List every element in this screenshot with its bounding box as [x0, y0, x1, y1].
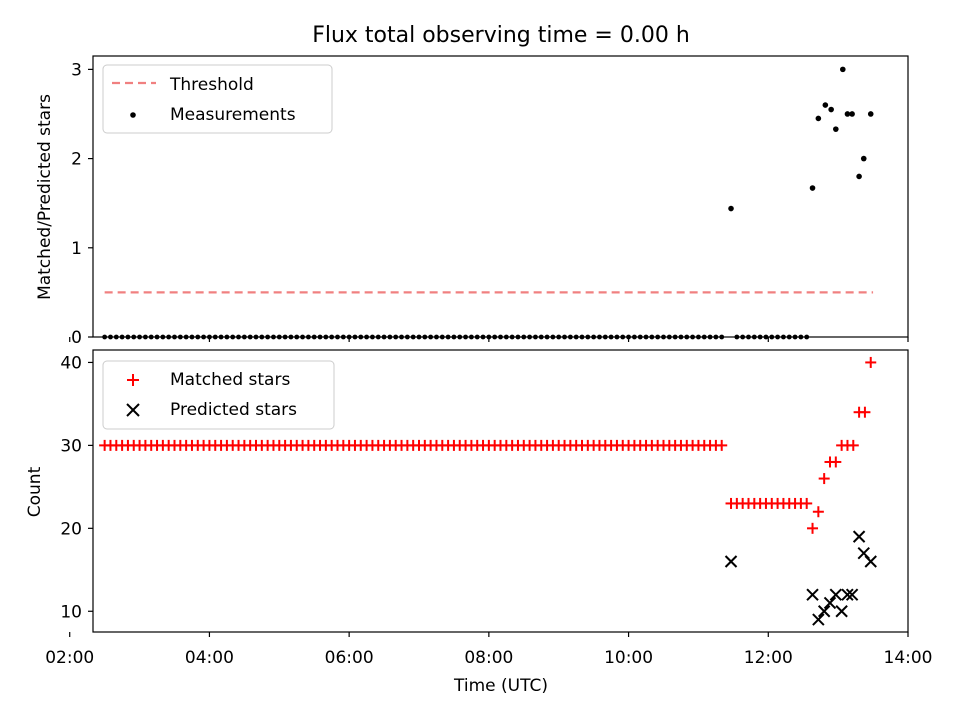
top-legend-box: [102, 64, 333, 134]
legend-measurements-swatch: [130, 112, 136, 118]
predicted-star-marker: [806, 588, 819, 601]
legend-predicted-swatch: [126, 403, 140, 417]
bottom-panel: 10 20 30 40 02:00 04:00 06:00 08:00 10:00 12:00 1…: [25, 349, 933, 696]
bottom-legend-box: [102, 360, 335, 430]
predicted-star-marker: [852, 530, 866, 543]
bottom-plot-area: [99, 356, 877, 626]
matched-star-marker: [801, 497, 813, 509]
top-y-tick-label: 3: [71, 60, 82, 80]
chart-title: Flux total observing time = 0.00 h: [312, 23, 690, 48]
measurement-point: [867, 111, 874, 117]
top-panel: 0 1 2 3 Matched/Predicted stars Threshold M…: [35, 55, 909, 348]
bottom-y-tick-label: 20: [60, 519, 82, 539]
top-legend: Threshold Measurements: [102, 64, 333, 134]
legend-measurements-label: Measurements: [170, 105, 296, 125]
matched-star-marker: [859, 406, 871, 418]
x-tick-label: 04:00: [185, 648, 234, 668]
x-tick-label: 08:00: [464, 648, 513, 668]
matched-star-marker: [807, 522, 819, 534]
measurement-point: [809, 185, 816, 191]
top-axes-frame: [92, 55, 909, 338]
legend-matched-label: Matched stars: [170, 370, 290, 390]
x-axis-label: Time (UTC): [453, 676, 548, 696]
matched-star-marker: [716, 439, 728, 451]
measurement-point: [828, 106, 834, 113]
measurement-point: [815, 115, 822, 122]
measurement-point: [833, 126, 839, 132]
predicted-star-marker: [864, 555, 877, 568]
predicted-star-marker: [724, 555, 738, 568]
measurement-point: [728, 205, 734, 212]
bottom-x-axis: 02:00 04:00 06:00 08:00 10:00 12:00 14:00: [45, 632, 933, 668]
top-y-tick-label: 0: [71, 328, 82, 348]
legend-threshold-label: Threshold: [169, 75, 254, 95]
top-y-tick-label: 2: [71, 150, 82, 170]
measurement-point: [822, 102, 829, 108]
matched-star-marker: [847, 439, 859, 451]
bottom-y-tick-label: 30: [60, 436, 82, 456]
legend-predicted-label: Predicted stars: [170, 400, 297, 420]
top-x-axis: [69, 337, 909, 342]
x-tick-label: 14:00: [884, 648, 933, 668]
predicted-star-marker: [845, 588, 859, 601]
matched-star-marker: [818, 473, 830, 485]
top-y-axis-label: Matched/Predicted stars: [35, 94, 55, 300]
matched-star-marker: [830, 456, 842, 468]
predicted-star-marker: [812, 613, 825, 626]
measurement-point: [840, 66, 846, 73]
matched-star-marker: [865, 356, 877, 368]
predicted-star-marker: [835, 605, 848, 618]
top-y-axis: 0 1 2 3: [71, 60, 93, 348]
x-tick-label: 12:00: [744, 648, 793, 668]
legend-matched-swatch: [127, 374, 139, 386]
bottom-y-tick-label: 40: [60, 353, 82, 373]
measurement-point: [856, 173, 862, 180]
measurement-point: [860, 155, 867, 162]
x-tick-label: 02:00: [45, 648, 94, 668]
bottom-y-axis-label: Count: [25, 466, 45, 517]
bottom-legend: Matched stars Predicted stars: [102, 360, 335, 430]
predicted-star-marker: [823, 596, 837, 610]
measurement-point: [849, 111, 855, 117]
bottom-y-axis: 10 20 30 40: [60, 353, 93, 622]
predicted-star-marker: [829, 588, 843, 601]
top-y-tick-label: 1: [71, 239, 82, 259]
x-tick-label: 06:00: [325, 648, 374, 668]
x-tick-label: 10:00: [604, 648, 653, 668]
bottom-y-tick-label: 10: [60, 602, 82, 622]
predicted-star-marker: [817, 605, 831, 618]
bottom-axes-frame: [92, 349, 909, 633]
measurement-point: [844, 111, 851, 117]
predicted-star-marker: [841, 588, 854, 601]
matched-star-marker: [812, 506, 824, 518]
